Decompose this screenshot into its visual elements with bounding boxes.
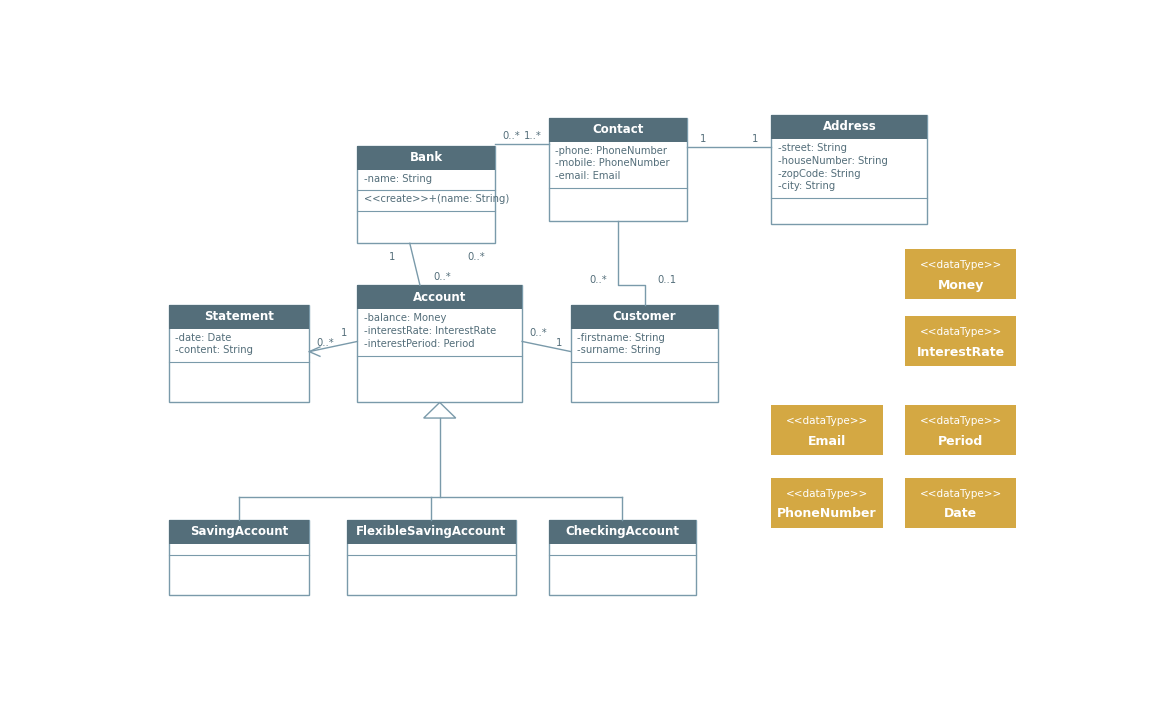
Text: 0..*: 0..* bbox=[468, 252, 485, 262]
Bar bbox=[905, 478, 1017, 528]
Text: -date: Date: -date: Date bbox=[175, 333, 231, 343]
Text: 1: 1 bbox=[388, 252, 395, 262]
Bar bbox=[905, 249, 1017, 299]
Text: 1: 1 bbox=[341, 328, 347, 338]
Text: 0..*: 0..* bbox=[530, 328, 547, 338]
Text: -street: String: -street: String bbox=[778, 143, 847, 153]
Text: CheckingAccount: CheckingAccount bbox=[565, 525, 679, 538]
Text: -name: String: -name: String bbox=[363, 173, 432, 183]
Bar bbox=[549, 520, 696, 595]
Bar bbox=[905, 405, 1017, 455]
Bar bbox=[771, 478, 882, 528]
Bar bbox=[357, 146, 495, 244]
Bar bbox=[771, 115, 927, 224]
Text: 1..*: 1..* bbox=[524, 131, 541, 141]
Text: FlexibleSavingAccount: FlexibleSavingAccount bbox=[356, 525, 507, 538]
Text: <<dataType>>: <<dataType>> bbox=[919, 489, 1002, 499]
Text: -zopCode: String: -zopCode: String bbox=[778, 168, 861, 178]
Text: -content: String: -content: String bbox=[175, 346, 253, 355]
Text: -firstname: String: -firstname: String bbox=[577, 333, 665, 343]
Text: -houseNumber: String: -houseNumber: String bbox=[778, 156, 887, 166]
Bar bbox=[549, 117, 687, 141]
Bar bbox=[357, 146, 495, 170]
Text: <<dataType>>: <<dataType>> bbox=[786, 489, 869, 499]
Bar bbox=[357, 285, 522, 402]
Text: Address: Address bbox=[823, 120, 877, 133]
Bar bbox=[169, 520, 309, 595]
Bar bbox=[771, 115, 927, 139]
Text: <<create>>+(name: String): <<create>>+(name: String) bbox=[363, 194, 509, 204]
Text: -interestRate: InterestRate: -interestRate: InterestRate bbox=[363, 326, 496, 336]
Text: Statement: Statement bbox=[205, 310, 273, 323]
Text: -balance: Money: -balance: Money bbox=[363, 313, 446, 323]
Bar bbox=[169, 520, 309, 544]
Bar bbox=[549, 117, 687, 221]
Text: 0..*: 0..* bbox=[589, 275, 607, 285]
Text: -phone: PhoneNumber: -phone: PhoneNumber bbox=[555, 146, 668, 156]
Bar bbox=[169, 304, 309, 402]
Text: -city: String: -city: String bbox=[778, 181, 835, 191]
Text: Email: Email bbox=[808, 435, 846, 448]
Bar bbox=[571, 304, 718, 402]
Text: <<dataType>>: <<dataType>> bbox=[919, 260, 1002, 270]
Text: Customer: Customer bbox=[612, 310, 677, 323]
Text: InterestRate: InterestRate bbox=[917, 346, 1004, 359]
Text: <<dataType>>: <<dataType>> bbox=[919, 327, 1002, 337]
Bar bbox=[905, 316, 1017, 366]
Bar bbox=[169, 304, 309, 328]
Text: 0..*: 0..* bbox=[502, 131, 520, 141]
Text: <<dataType>>: <<dataType>> bbox=[919, 416, 1002, 426]
Text: SavingAccount: SavingAccount bbox=[190, 525, 288, 538]
Text: Money: Money bbox=[938, 278, 984, 291]
Text: PhoneNumber: PhoneNumber bbox=[777, 507, 877, 521]
Bar bbox=[347, 520, 516, 595]
Text: Contact: Contact bbox=[592, 123, 643, 136]
Bar bbox=[771, 405, 882, 455]
Text: Date: Date bbox=[944, 507, 977, 521]
Bar bbox=[571, 304, 718, 328]
Text: 1: 1 bbox=[753, 134, 758, 144]
Text: -interestPeriod: Period: -interestPeriod: Period bbox=[363, 339, 475, 349]
Text: <<dataType>>: <<dataType>> bbox=[786, 416, 869, 426]
Bar bbox=[347, 520, 516, 544]
Text: Period: Period bbox=[938, 435, 984, 448]
Text: Bank: Bank bbox=[410, 151, 442, 164]
Text: -email: Email: -email: Email bbox=[555, 171, 620, 181]
Text: -mobile: PhoneNumber: -mobile: PhoneNumber bbox=[555, 159, 670, 168]
Text: -surname: String: -surname: String bbox=[577, 346, 661, 355]
Bar bbox=[357, 285, 522, 309]
Text: 0..1: 0..1 bbox=[657, 275, 677, 285]
Text: 1: 1 bbox=[555, 339, 562, 348]
Text: 0..*: 0..* bbox=[433, 272, 452, 282]
Text: 1: 1 bbox=[700, 134, 705, 144]
Text: Account: Account bbox=[412, 291, 466, 304]
Bar bbox=[549, 520, 696, 544]
Text: 0..*: 0..* bbox=[316, 339, 334, 348]
